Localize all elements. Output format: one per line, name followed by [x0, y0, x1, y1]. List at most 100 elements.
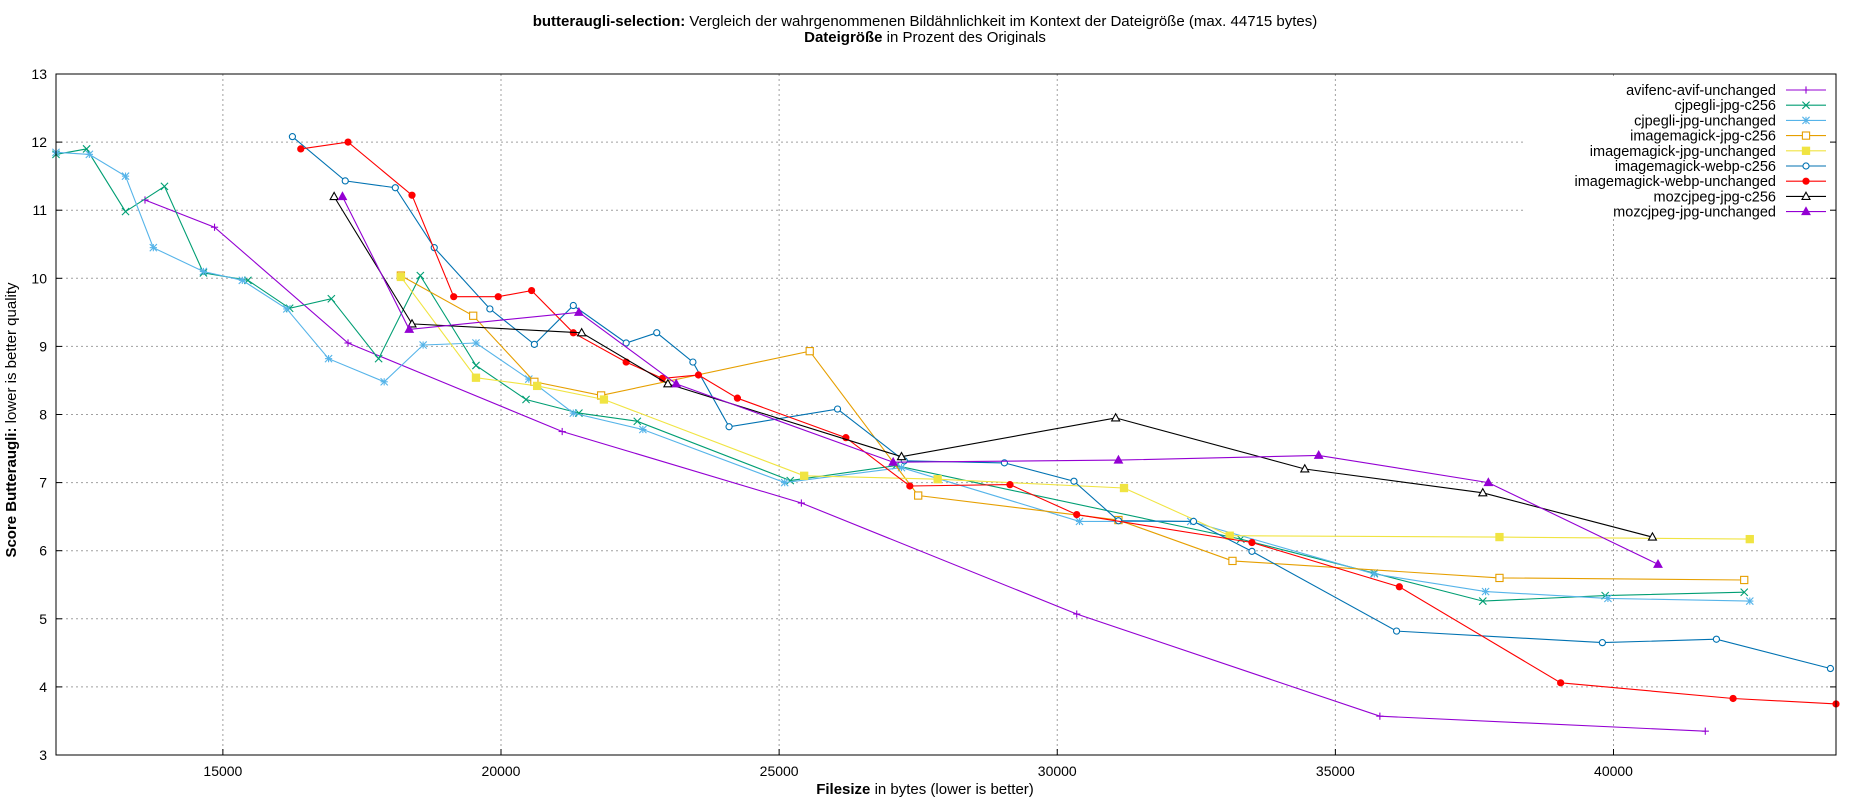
data-point-star	[1481, 587, 1490, 596]
data-point-filled-square	[800, 471, 809, 480]
data-point-x	[327, 294, 336, 303]
data-point-filled-square	[533, 381, 542, 391]
data-point-x	[160, 182, 169, 191]
data-point-circle	[486, 305, 494, 313]
legend-entry: cjpegli-jpg-unchanged	[1634, 113, 1826, 129]
series-line	[300, 141, 1837, 705]
top-x-axis-title-bold: Dateigröße	[804, 29, 882, 46]
data-point-star	[324, 354, 333, 363]
data-point-filled-triangle	[1313, 450, 1324, 459]
data-point-triangle	[1477, 487, 1488, 497]
data-point-filled-circle	[1557, 679, 1565, 687]
data-point-star	[149, 243, 158, 252]
data-point-star	[780, 478, 789, 487]
data-point-filled-circle	[1729, 694, 1737, 703]
data-point-filled-circle	[494, 293, 502, 301]
data-point-star	[121, 172, 130, 181]
data-point-plus	[1073, 610, 1081, 618]
data-point-triangle	[1647, 531, 1658, 541]
data-point-filled-square	[599, 395, 609, 404]
y-tick-label: 4	[39, 679, 47, 695]
data-point-triangle	[662, 378, 673, 388]
data-point-circle	[288, 133, 297, 141]
x-tick-label: 40000	[1594, 763, 1633, 779]
data-point-star	[199, 267, 208, 276]
data-point-circle	[653, 329, 661, 337]
legend-entry: mozcjpeg-jpg-unchanged	[1613, 205, 1826, 221]
data-point-square	[1801, 131, 1811, 140]
legend-label: cjpegli-jpg-unchanged	[1634, 113, 1776, 129]
data-point-circle	[1598, 639, 1606, 647]
data-point-circle	[689, 358, 697, 366]
legend-label: imagemagick-jpg-unchanged	[1590, 144, 1776, 160]
y-tick-label: 8	[39, 407, 47, 423]
x-axis-title-rest: in bytes (lower is better)	[870, 781, 1033, 798]
data-point-plus	[558, 427, 566, 436]
data-point-filled-circle	[1248, 538, 1256, 547]
data-point-x	[416, 271, 425, 280]
data-point-filled-square	[1745, 534, 1754, 544]
legend-label: avifenc-avif-unchanged	[1626, 83, 1776, 99]
data-point-circle	[622, 339, 630, 347]
series-layer	[52, 133, 1840, 735]
series-line	[400, 276, 1750, 540]
series-line	[55, 151, 1750, 602]
data-point-filled-circle	[527, 286, 536, 295]
legend-entry: imagemagick-jpg-unchanged	[1590, 144, 1826, 160]
legend-entry: mozcjpeg-jpg-c256	[1653, 189, 1826, 205]
data-point-square	[469, 311, 478, 320]
legend-entry: cjpegli-jpg-c256	[1674, 98, 1826, 114]
data-point-plus	[344, 339, 352, 347]
data-point-star	[1603, 594, 1612, 603]
data-point-filled-circle	[344, 138, 352, 146]
data-point-filled-circle	[1073, 510, 1081, 519]
data-point-circle	[530, 340, 538, 348]
legend-label: imagemagick-webp-unchanged	[1574, 174, 1776, 190]
data-point-filled-circle	[408, 191, 416, 199]
x-tick-label: 20000	[482, 763, 521, 779]
y-axis-title-bold: Score Butteraugli:	[3, 428, 20, 558]
data-point-x	[1802, 101, 1810, 110]
x-tick-label: 30000	[1038, 763, 1077, 779]
data-point-triangle	[896, 451, 907, 461]
legend: avifenc-avif-unchangedcjpegli-jpg-c256cj…	[1574, 83, 1826, 221]
data-point-triangle	[329, 191, 340, 201]
data-point-star	[419, 341, 428, 350]
data-point-filled-triangle	[1801, 206, 1811, 216]
data-point-star	[282, 304, 291, 313]
y-tick-label: 6	[39, 543, 47, 559]
data-point-filled-triangle	[1113, 454, 1124, 464]
series-avifenc-avif-unchanged	[141, 196, 1709, 735]
data-point-square	[1495, 573, 1504, 583]
data-point-star	[569, 409, 578, 418]
legend-entry: avifenc-avif-unchanged	[1626, 83, 1826, 99]
legend-label: mozcjpeg-jpg-unchanged	[1613, 205, 1776, 221]
series-imagemagick-webp-c256	[288, 133, 1835, 673]
series-line	[400, 275, 1745, 581]
series-imagemagick-webp-unchanged	[297, 138, 1840, 708]
legend-label: imagemagick-jpg-c256	[1630, 129, 1776, 145]
series-line	[144, 199, 1706, 732]
data-point-square	[805, 347, 814, 356]
data-point-filled-circle	[1395, 583, 1403, 591]
x-tick-label: 25000	[760, 763, 799, 779]
data-point-filled-circle	[297, 145, 305, 153]
data-point-filled-square	[1801, 146, 1811, 155]
series-cjpegli-jpg-unchanged	[52, 148, 1754, 606]
data-point-filled-triangle	[1483, 477, 1494, 487]
data-point-x	[1740, 588, 1749, 597]
data-point-square	[1228, 556, 1237, 566]
data-point-filled-square	[1495, 532, 1504, 542]
series-line	[55, 148, 1745, 602]
data-point-square	[914, 491, 923, 500]
data-point-filled-triangle	[1653, 558, 1663, 568]
data-point-filled-square	[1119, 483, 1129, 493]
data-point-filled-circle	[1802, 177, 1810, 185]
data-point-star	[238, 276, 247, 285]
data-point-x	[374, 354, 383, 363]
chart-title-bold: butteraugli-selection:	[533, 13, 686, 30]
data-point-filled-triangle	[671, 378, 682, 388]
data-point-star	[85, 150, 94, 159]
